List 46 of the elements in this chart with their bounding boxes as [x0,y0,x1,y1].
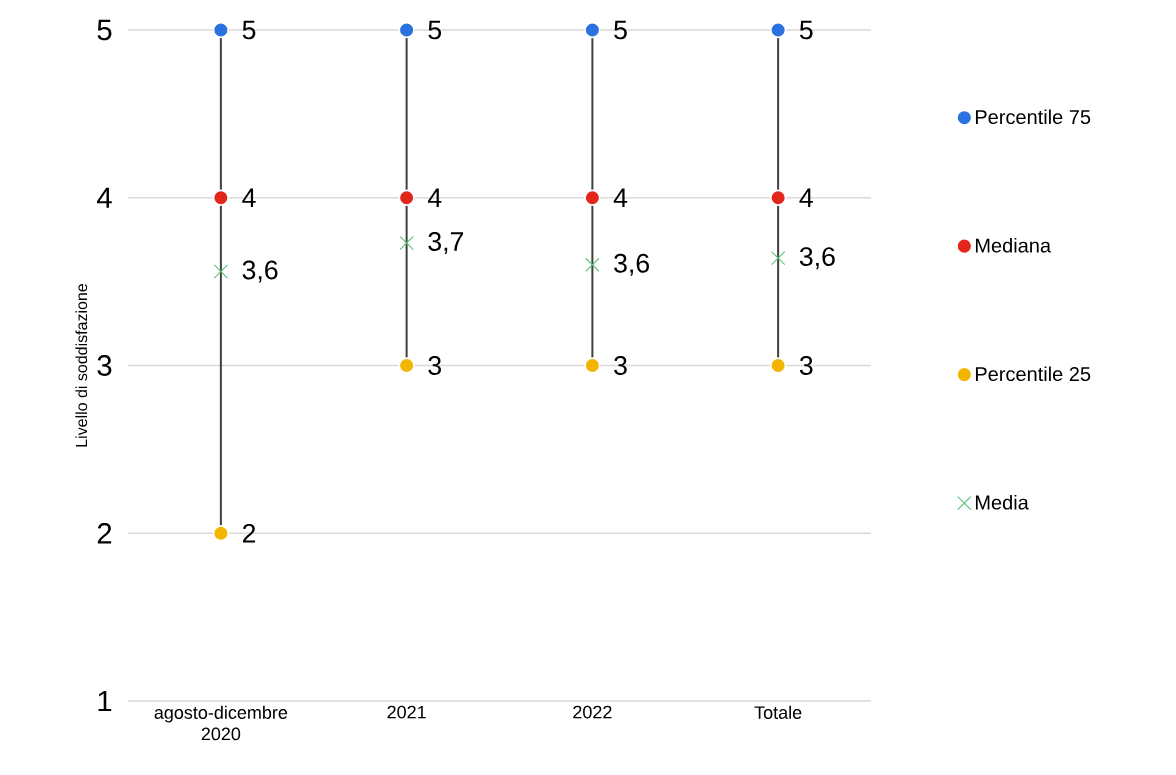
point [399,235,414,251]
data-label: 4 [242,188,256,207]
y-tick-label: 2 [97,523,112,544]
data-label: 5 [614,20,627,40]
y-tick-label: 3 [97,355,112,376]
point [770,251,786,266]
point [398,357,415,374]
point [585,257,600,272]
data-label: 5 [242,20,256,40]
legend-label: Percentile 75 [975,109,1091,125]
legend-label: Mediana [975,237,1052,253]
y-tick-label: 4 [96,187,112,208]
point [770,189,787,206]
point [584,189,601,206]
x-tick-label: 2021 [387,705,426,719]
data-label: 2 [242,523,256,543]
point [212,525,230,542]
data-label: 5 [428,20,442,40]
y-tick-label: 5 [97,19,112,41]
data-label: 4 [799,188,813,207]
data-label: 3,7 [428,232,464,255]
y-axis-title: Livello di soddisfazione [75,284,88,447]
y-tick-label: 1 [98,690,112,712]
point [584,21,601,39]
data-label: 5 [799,20,813,40]
point [770,357,787,374]
data-label: 3 [799,356,813,375]
data-label: 3,6 [614,253,649,276]
data-label: 3,6 [799,247,835,270]
legend-label: Media [975,494,1029,510]
point [212,189,230,206]
point [398,189,415,206]
data-label: 4 [427,188,442,207]
data-label: 4 [613,188,628,207]
data-label: 3 [614,356,627,375]
legend-label: Percentile 25 [975,366,1091,382]
x-tick-label: 2022 [573,705,612,719]
data-label: 3 [428,356,441,375]
point [584,357,601,374]
x-tick-label: Totale [754,705,802,719]
point [212,21,230,39]
point [213,264,229,279]
point [770,21,787,39]
point [398,21,415,39]
x-tick-label: agosto-dicembre 2020 [154,705,288,741]
data-label: 3,6 [242,260,278,283]
